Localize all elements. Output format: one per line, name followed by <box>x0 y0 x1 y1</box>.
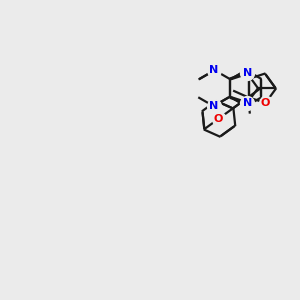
Text: O: O <box>261 98 270 108</box>
Text: N: N <box>243 68 252 78</box>
Text: N: N <box>209 65 219 75</box>
Text: O: O <box>214 114 223 124</box>
Text: N: N <box>209 101 219 111</box>
Text: N: N <box>243 98 252 108</box>
